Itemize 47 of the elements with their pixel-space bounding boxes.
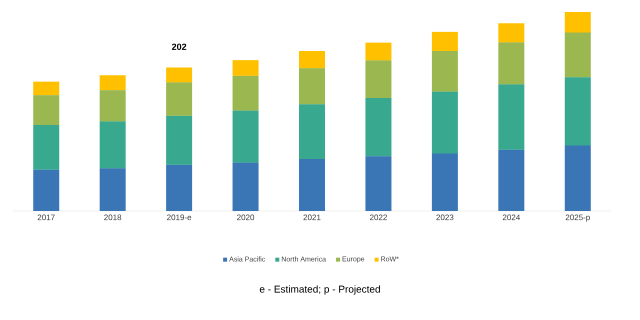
x-tick-label: 2021: [304, 214, 321, 220]
bar: [33, 95, 60, 126]
x-tick-label: 2025-p: [566, 214, 590, 222]
x-tick-label: 2019-e: [167, 214, 192, 220]
bar: [498, 42, 524, 84]
bar: [498, 150, 524, 211]
bar: [33, 125, 60, 170]
bar: [365, 60, 392, 98]
bar: [166, 67, 192, 82]
x-tick-label: 2017: [38, 214, 55, 220]
bar: [299, 159, 326, 211]
bar: [432, 153, 458, 211]
x-tick-label: 2020: [237, 214, 254, 220]
bar: [232, 76, 259, 111]
bar: [299, 104, 326, 160]
bar: [33, 82, 60, 96]
bar: [564, 12, 591, 32]
bar: [432, 32, 458, 51]
bar: [33, 170, 60, 211]
bar: [432, 50, 458, 92]
x-tick-label: 2023: [436, 214, 454, 220]
bar: [232, 162, 259, 211]
bar: [232, 110, 259, 163]
bar: [100, 75, 126, 90]
bar: [432, 92, 458, 154]
bar: [299, 68, 326, 104]
bar: [100, 90, 126, 122]
bar: [564, 77, 591, 146]
annotation: 202: [172, 44, 186, 50]
bar: [365, 156, 392, 211]
bar: [564, 146, 591, 211]
bar: [498, 23, 524, 42]
bar: [498, 84, 524, 150]
x-tick-label: 2018: [104, 214, 122, 220]
bar: [166, 164, 192, 211]
bar: [100, 168, 126, 211]
bar: [365, 98, 392, 156]
bar: [166, 116, 192, 165]
x-tick-label: 2024: [502, 214, 520, 220]
bar: [299, 50, 326, 68]
x-tick-label: 2022: [370, 214, 387, 220]
text: e - Estimated; p - Projected: [260, 285, 380, 295]
bar: [100, 121, 126, 168]
bar: [166, 82, 192, 116]
bar: [232, 60, 259, 76]
bar: [365, 42, 392, 60]
bar: [564, 32, 591, 78]
